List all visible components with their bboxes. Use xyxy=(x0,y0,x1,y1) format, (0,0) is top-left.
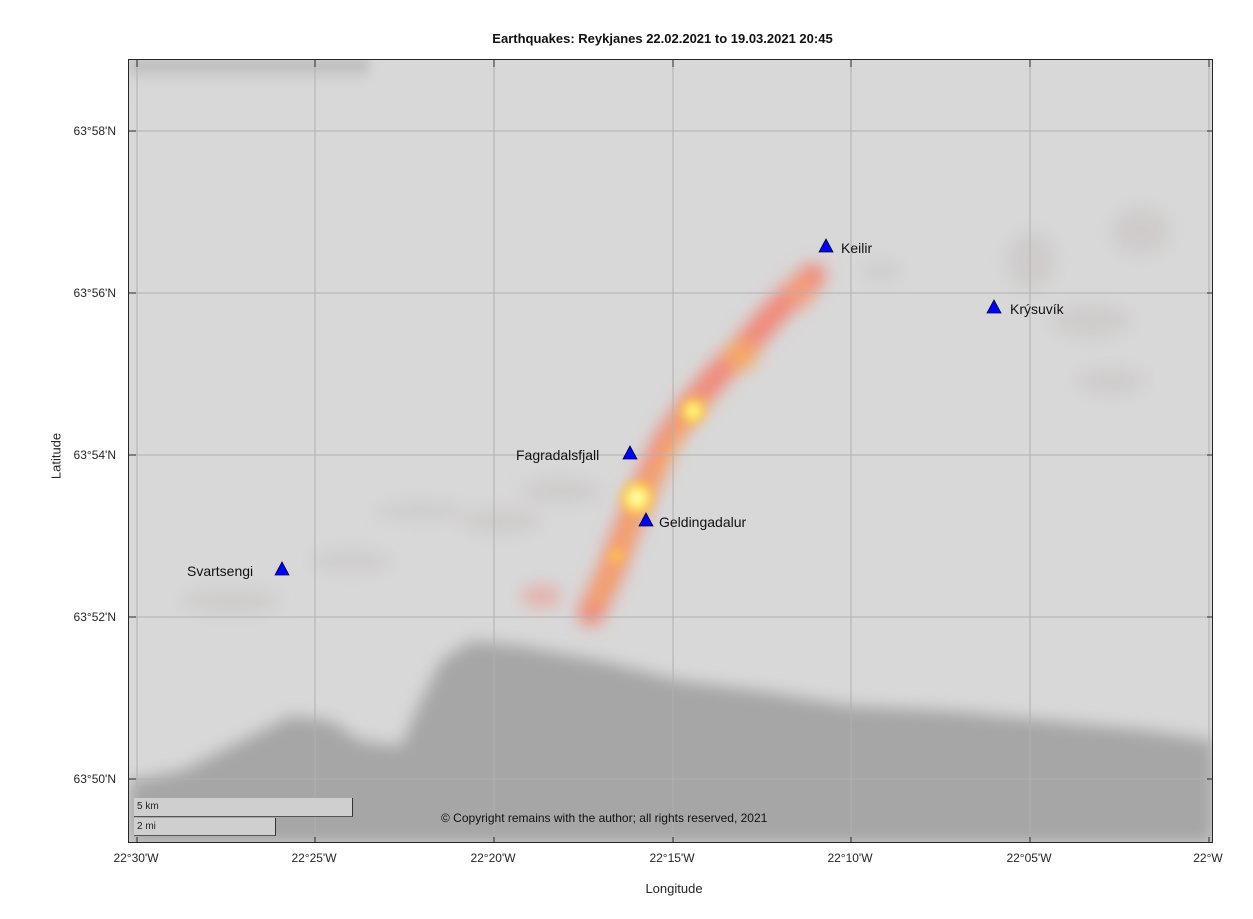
ytick-label: 63°58'N xyxy=(73,124,116,138)
y-axis-label: Latitude xyxy=(48,432,64,480)
place-label-keilir: Keilir xyxy=(841,240,873,256)
place-label-krysuvik: Krýsuvík xyxy=(1010,301,1064,317)
ytick-label: 63°56'N xyxy=(73,286,116,300)
fagradalsfjall-marker-icon xyxy=(622,445,638,460)
sea-south xyxy=(129,641,1212,842)
xtick-label: 22°05'W xyxy=(1006,851,1052,865)
svartsengi-marker-icon xyxy=(274,561,290,576)
ytick-label: 63°54'N xyxy=(73,448,116,462)
xtick-label: 22°W xyxy=(1193,851,1223,865)
ytick-label: 63°52'N xyxy=(73,610,116,624)
tick-marks xyxy=(129,60,1212,842)
scalebar-mi: 2 mi xyxy=(134,818,276,836)
xtick-label: 22°30'W xyxy=(113,851,159,865)
xtick-label: 22°20'W xyxy=(470,851,516,865)
place-label-fagradalsfjall: Fagradalsfjall xyxy=(516,447,600,463)
place-label-svartsengi: Svartsengi xyxy=(187,563,254,579)
minor-seismicity xyxy=(181,206,1171,615)
x-axis-label: Longitude xyxy=(645,881,703,896)
place-label-geldingadalur: Geldingadalur xyxy=(659,514,747,530)
xtick-label: 22°10'W xyxy=(827,851,873,865)
gridlines xyxy=(129,60,1212,842)
xtick-label: 22°15'W xyxy=(649,851,695,865)
keilir-marker-icon xyxy=(818,238,834,253)
copyright-notice: © Copyright remains with the author; all… xyxy=(441,811,768,825)
heatmap-hotspots xyxy=(609,399,705,563)
chart-title: Earthquakes: Reykjanes 22.02.2021 to 19.… xyxy=(492,31,833,46)
map-plot-area[interactable] xyxy=(128,59,1213,843)
xtick-label: 22°25'W xyxy=(291,851,337,865)
geldingadalur-marker-icon xyxy=(638,512,654,527)
scalebar-km: 5 km xyxy=(134,798,353,817)
place-markers xyxy=(274,238,1002,576)
sea-north xyxy=(129,60,369,90)
ytick-label: 63°50'N xyxy=(73,772,116,786)
map-canvas xyxy=(129,60,1212,842)
krysuvik-marker-icon xyxy=(986,299,1002,314)
